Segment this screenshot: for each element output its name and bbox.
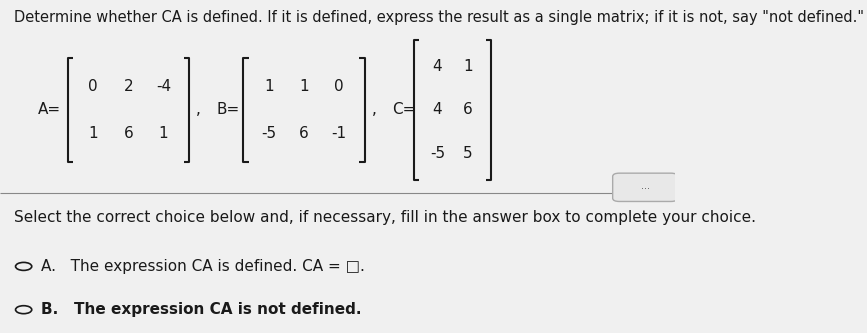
Text: 0: 0 [335, 79, 344, 94]
Text: 2: 2 [123, 79, 134, 94]
Text: Determine whether CA is defined. If it is defined, express the result as a singl: Determine whether CA is defined. If it i… [14, 10, 864, 25]
Text: 1: 1 [463, 59, 473, 74]
Text: ,: , [372, 102, 376, 118]
Text: 6: 6 [123, 126, 134, 141]
Text: -1: -1 [331, 126, 347, 141]
Text: 4: 4 [433, 102, 442, 118]
FancyBboxPatch shape [613, 173, 677, 201]
Text: 6: 6 [463, 102, 473, 118]
Text: 1: 1 [159, 126, 168, 141]
Text: B.   The expression CA is not defined.: B. The expression CA is not defined. [41, 302, 361, 317]
Text: A.   The expression CA is defined. CA = □.: A. The expression CA is defined. CA = □. [41, 259, 364, 274]
Text: 5: 5 [463, 146, 473, 161]
Text: 4: 4 [433, 59, 442, 74]
Text: 1: 1 [264, 79, 274, 94]
Text: -4: -4 [156, 79, 171, 94]
Text: 1: 1 [88, 126, 98, 141]
Text: 0: 0 [88, 79, 98, 94]
Text: Select the correct choice below and, if necessary, fill in the answer box to com: Select the correct choice below and, if … [14, 210, 755, 225]
Text: 1: 1 [299, 79, 309, 94]
Text: 6: 6 [299, 126, 309, 141]
Text: -5: -5 [261, 126, 277, 141]
Text: A=: A= [37, 102, 61, 118]
Text: C=: C= [392, 102, 415, 118]
Text: ,: , [196, 102, 201, 118]
Text: B=: B= [216, 102, 239, 118]
Text: ...: ... [641, 181, 649, 191]
Text: -5: -5 [430, 146, 445, 161]
